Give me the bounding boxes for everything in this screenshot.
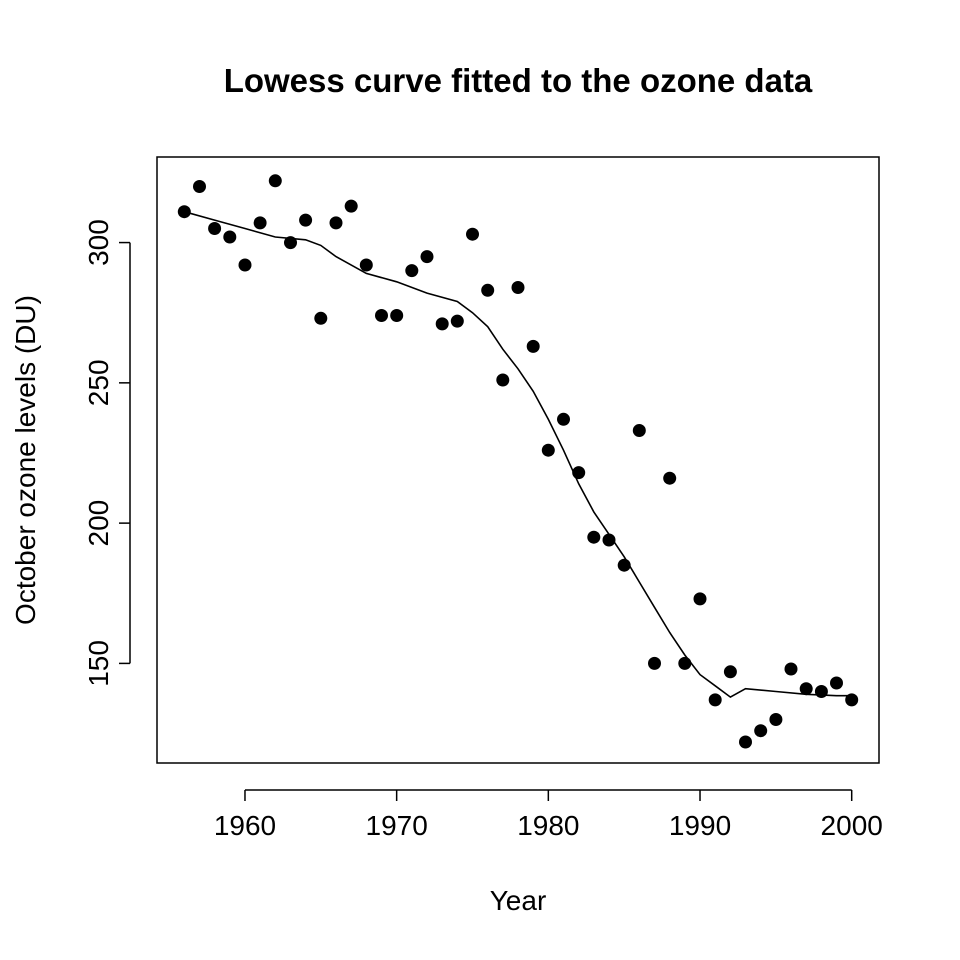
data-point xyxy=(587,530,601,544)
data-point xyxy=(208,222,222,235)
data-point xyxy=(830,676,843,690)
data-point xyxy=(678,656,692,670)
data-point xyxy=(769,713,783,726)
data-point xyxy=(511,281,525,294)
data-point xyxy=(739,735,752,749)
data-point xyxy=(238,258,252,272)
x-tick-label: 1990 xyxy=(669,810,731,841)
data-point xyxy=(299,213,313,227)
data-point xyxy=(253,216,267,230)
x-tick-label: 1960 xyxy=(214,810,276,841)
y-axis-label: October ozone levels (DU) xyxy=(10,295,41,625)
data-point xyxy=(405,264,419,278)
data-point xyxy=(617,558,631,572)
x-tick-label: 1970 xyxy=(366,810,428,841)
data-point xyxy=(663,471,677,485)
x-tick-label: 1980 xyxy=(517,810,579,841)
data-point xyxy=(526,339,540,353)
data-point xyxy=(193,180,206,193)
data-point xyxy=(496,373,510,387)
data-points-layer xyxy=(177,174,859,749)
data-point xyxy=(314,311,328,325)
data-point xyxy=(435,317,449,331)
data-point xyxy=(329,216,343,230)
data-point xyxy=(693,592,707,606)
data-point xyxy=(344,199,358,213)
data-point xyxy=(632,424,646,437)
data-point xyxy=(541,443,555,457)
y-axis: 150 200 250 300 xyxy=(83,219,131,687)
x-axis: 1960 1970 1980 1990 2000 xyxy=(214,789,883,841)
data-point xyxy=(602,533,616,547)
y-tick-label: 200 xyxy=(83,500,114,547)
data-point xyxy=(223,230,237,244)
plot-frame xyxy=(156,156,880,764)
data-point xyxy=(754,724,768,738)
data-point xyxy=(359,258,373,272)
data-point xyxy=(420,250,434,264)
data-point xyxy=(557,412,570,426)
x-axis-label: Year xyxy=(490,885,547,916)
data-point xyxy=(814,685,828,698)
data-point xyxy=(390,309,404,322)
data-point xyxy=(375,309,388,322)
data-point xyxy=(284,236,297,250)
data-point xyxy=(466,227,479,241)
y-tick-label: 300 xyxy=(83,219,114,266)
y-tick-label: 150 xyxy=(83,640,114,687)
y-tick-label: 250 xyxy=(83,359,114,406)
data-point xyxy=(572,466,586,480)
chart-title: Lowess curve fitted to the ozone data xyxy=(224,62,813,99)
lowess-curve-layer xyxy=(184,210,852,699)
data-point xyxy=(268,174,282,188)
data-point xyxy=(450,314,464,328)
data-point xyxy=(177,205,191,219)
data-point xyxy=(784,662,798,676)
x-tick-label: 2000 xyxy=(821,810,883,841)
data-point xyxy=(845,693,859,707)
data-point xyxy=(481,283,495,297)
data-point xyxy=(723,665,737,679)
data-point xyxy=(799,682,813,696)
lowess-curve xyxy=(184,210,852,699)
data-point xyxy=(648,656,661,670)
data-point xyxy=(708,693,722,707)
